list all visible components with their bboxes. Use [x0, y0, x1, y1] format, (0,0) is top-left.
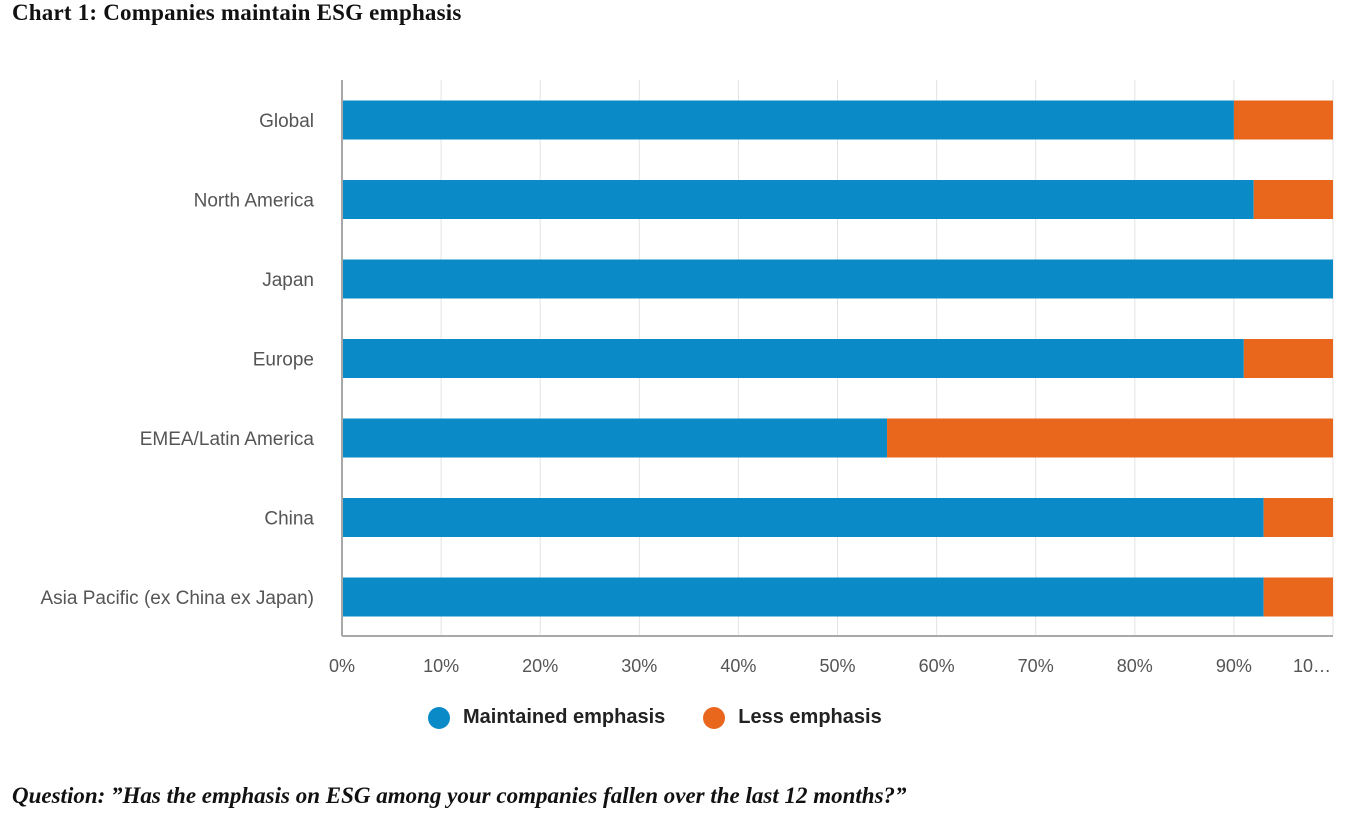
category-label: North America — [194, 191, 315, 212]
legend-item-maintained: Maintained emphasis — [428, 706, 665, 729]
x-tick-label: 10… — [1293, 656, 1331, 676]
chart-title: Chart 1: Companies maintain ESG emphasis — [12, 0, 462, 25]
legend-label-maintained: Maintained emphasis — [463, 706, 666, 728]
category-labels: Global North America Japan Europe EMEA/Latin… — [40, 111, 314, 609]
category-label: China — [264, 509, 314, 530]
bar-less-6 — [1263, 577, 1333, 617]
bar-maintained-0 — [342, 100, 1234, 140]
x-tick-label: 90% — [1216, 656, 1252, 676]
x-tick-label: 20% — [522, 656, 558, 676]
category-label: EMEA/Latin America — [140, 429, 315, 450]
legend: Maintained emphasis Less emphasis — [428, 706, 920, 729]
bar-less-3 — [1243, 339, 1333, 378]
bar-less-0 — [1233, 100, 1333, 140]
x-tick-label: 30% — [621, 656, 657, 676]
category-label: Japan — [262, 270, 314, 291]
x-tick-labels: 0% 10% 20% 30% 40% 50% 60% 70% 80% 90% 10… — [329, 656, 1331, 676]
x-tick-label: 50% — [819, 656, 855, 676]
bar-maintained-4 — [342, 418, 888, 458]
bar-less-1 — [1253, 180, 1333, 219]
category-label: Global — [259, 111, 314, 132]
survey-question: Question: ”Has the emphasis on ESG among… — [12, 783, 907, 808]
legend-label-less: Less emphasis — [738, 706, 882, 728]
x-tick-label: 60% — [919, 656, 955, 676]
bar-maintained-6 — [342, 577, 1264, 617]
x-tick-label: 80% — [1117, 656, 1153, 676]
x-tick-label: 0% — [329, 656, 355, 676]
category-label: Europe — [253, 350, 314, 371]
bar-maintained-1 — [342, 180, 1254, 219]
legend-swatch-less — [703, 706, 726, 729]
x-tick-label: 70% — [1018, 656, 1054, 676]
bars — [342, 100, 1333, 617]
bar-maintained-2 — [342, 259, 1333, 299]
bar-maintained-5 — [342, 498, 1264, 537]
category-label: Asia Pacific (ex China ex Japan) — [40, 588, 314, 609]
bar-maintained-3 — [342, 339, 1244, 378]
bar-less-5 — [1263, 498, 1333, 537]
axes — [341, 80, 1333, 637]
legend-item-less: Less emphasis — [703, 706, 882, 729]
x-tick-label: 10% — [423, 656, 459, 676]
stacked-bar-chart: Global North America Japan Europe EMEA/Latin… — [40, 80, 1334, 676]
x-tick-label: 40% — [720, 656, 756, 676]
legend-swatch-maintained — [428, 706, 450, 729]
bar-less-4 — [887, 418, 1333, 458]
